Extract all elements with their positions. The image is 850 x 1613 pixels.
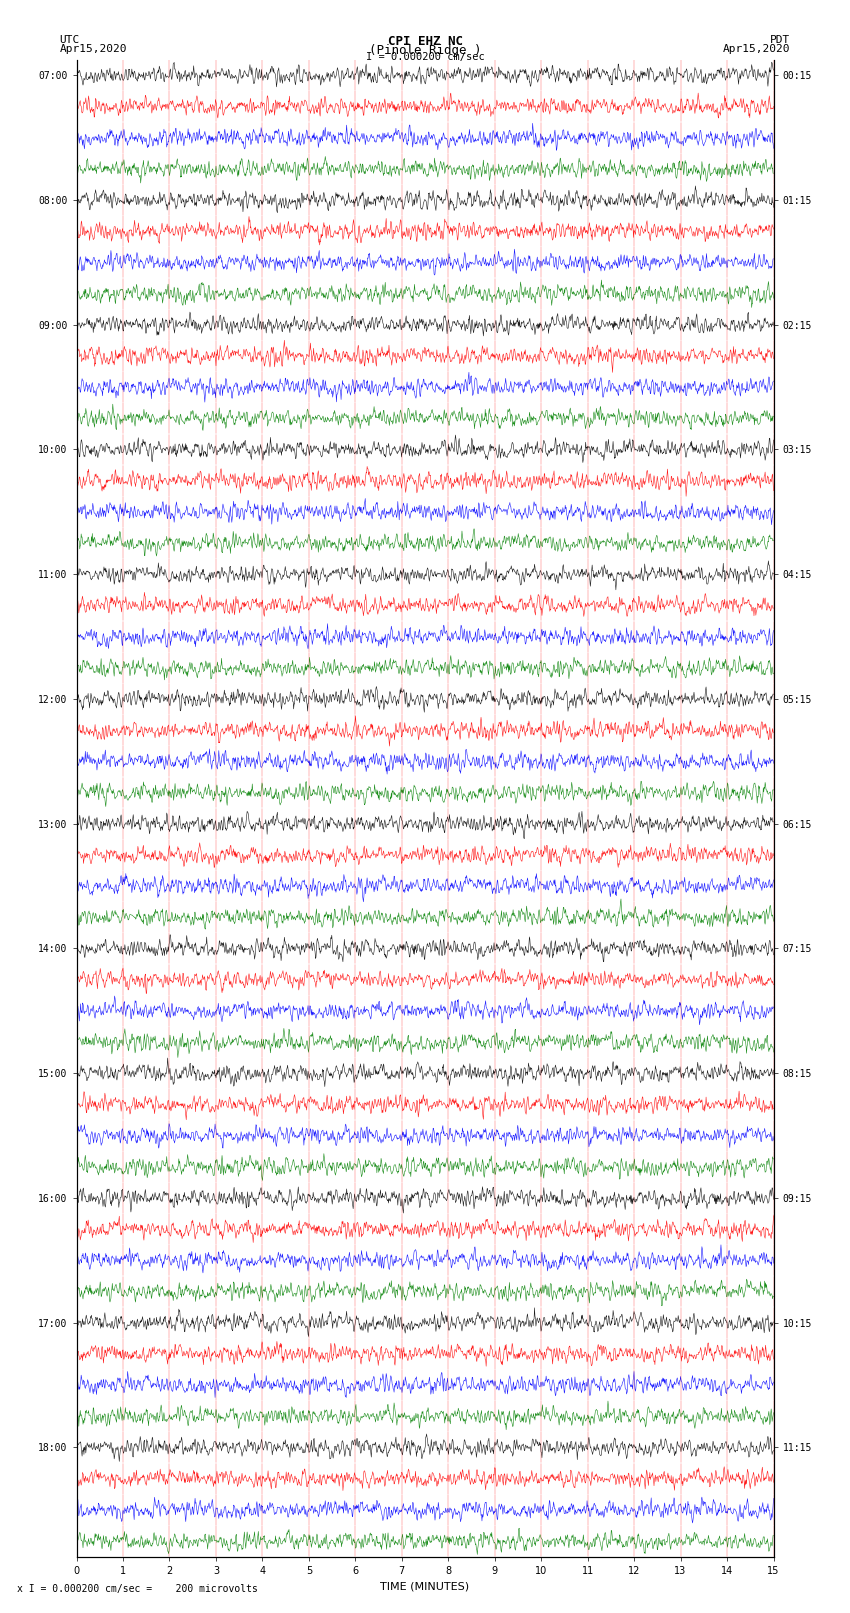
Text: UTC: UTC (60, 35, 80, 45)
Text: I = 0.000200 cm/sec: I = 0.000200 cm/sec (366, 52, 484, 61)
Text: (Pinole Ridge ): (Pinole Ridge ) (369, 44, 481, 56)
Text: CPI EHZ NC: CPI EHZ NC (388, 35, 462, 48)
X-axis label: TIME (MINUTES): TIME (MINUTES) (381, 1581, 469, 1590)
Text: x I = 0.000200 cm/sec =    200 microvolts: x I = 0.000200 cm/sec = 200 microvolts (17, 1584, 258, 1594)
Text: Apr15,2020: Apr15,2020 (723, 44, 791, 53)
Text: Apr15,2020: Apr15,2020 (60, 44, 127, 53)
Text: PDT: PDT (770, 35, 790, 45)
